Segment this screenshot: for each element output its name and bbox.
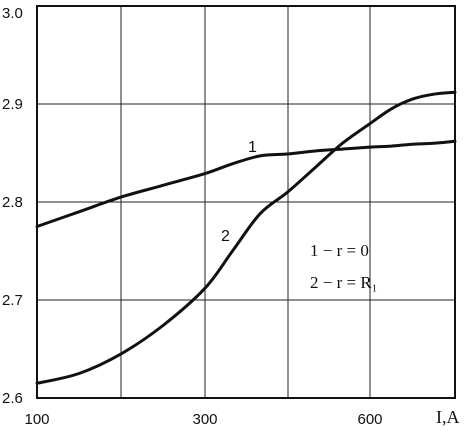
- y-tick-label: 2.7: [2, 292, 23, 309]
- curve-labels: 12: [221, 139, 257, 245]
- x-tick-label: 100: [24, 411, 49, 428]
- legend: 1 − r = 0 2 − r = R₁: [310, 241, 378, 292]
- y-tick-label: 3.0: [2, 5, 23, 22]
- y-tick-label: 2.8: [2, 194, 23, 211]
- series-lines: [35, 90, 457, 385]
- plot-frame: [36, 5, 456, 399]
- x-tick-label: 300: [192, 411, 217, 428]
- x-tick-label: 600: [357, 411, 382, 428]
- curve-label-1: 1: [248, 139, 257, 156]
- y-tick-label: 2.6: [2, 390, 23, 407]
- y-axis-ticks: 2.6 2.7 2.8 2.9 3.0: [2, 5, 23, 407]
- legend-line-1: 1 − r = 0: [310, 241, 369, 260]
- x-axis-ticks: 100 300 600: [24, 411, 382, 428]
- y-tick-label: 2.9: [2, 96, 23, 113]
- curve-label-2: 2: [221, 228, 230, 245]
- series-line-2: [35, 90, 457, 385]
- legend-line-2: 2 − r = R₁: [310, 273, 378, 292]
- x-axis-label: I,A: [436, 407, 460, 427]
- series-line-1: [35, 139, 457, 228]
- grid: [37, 6, 455, 398]
